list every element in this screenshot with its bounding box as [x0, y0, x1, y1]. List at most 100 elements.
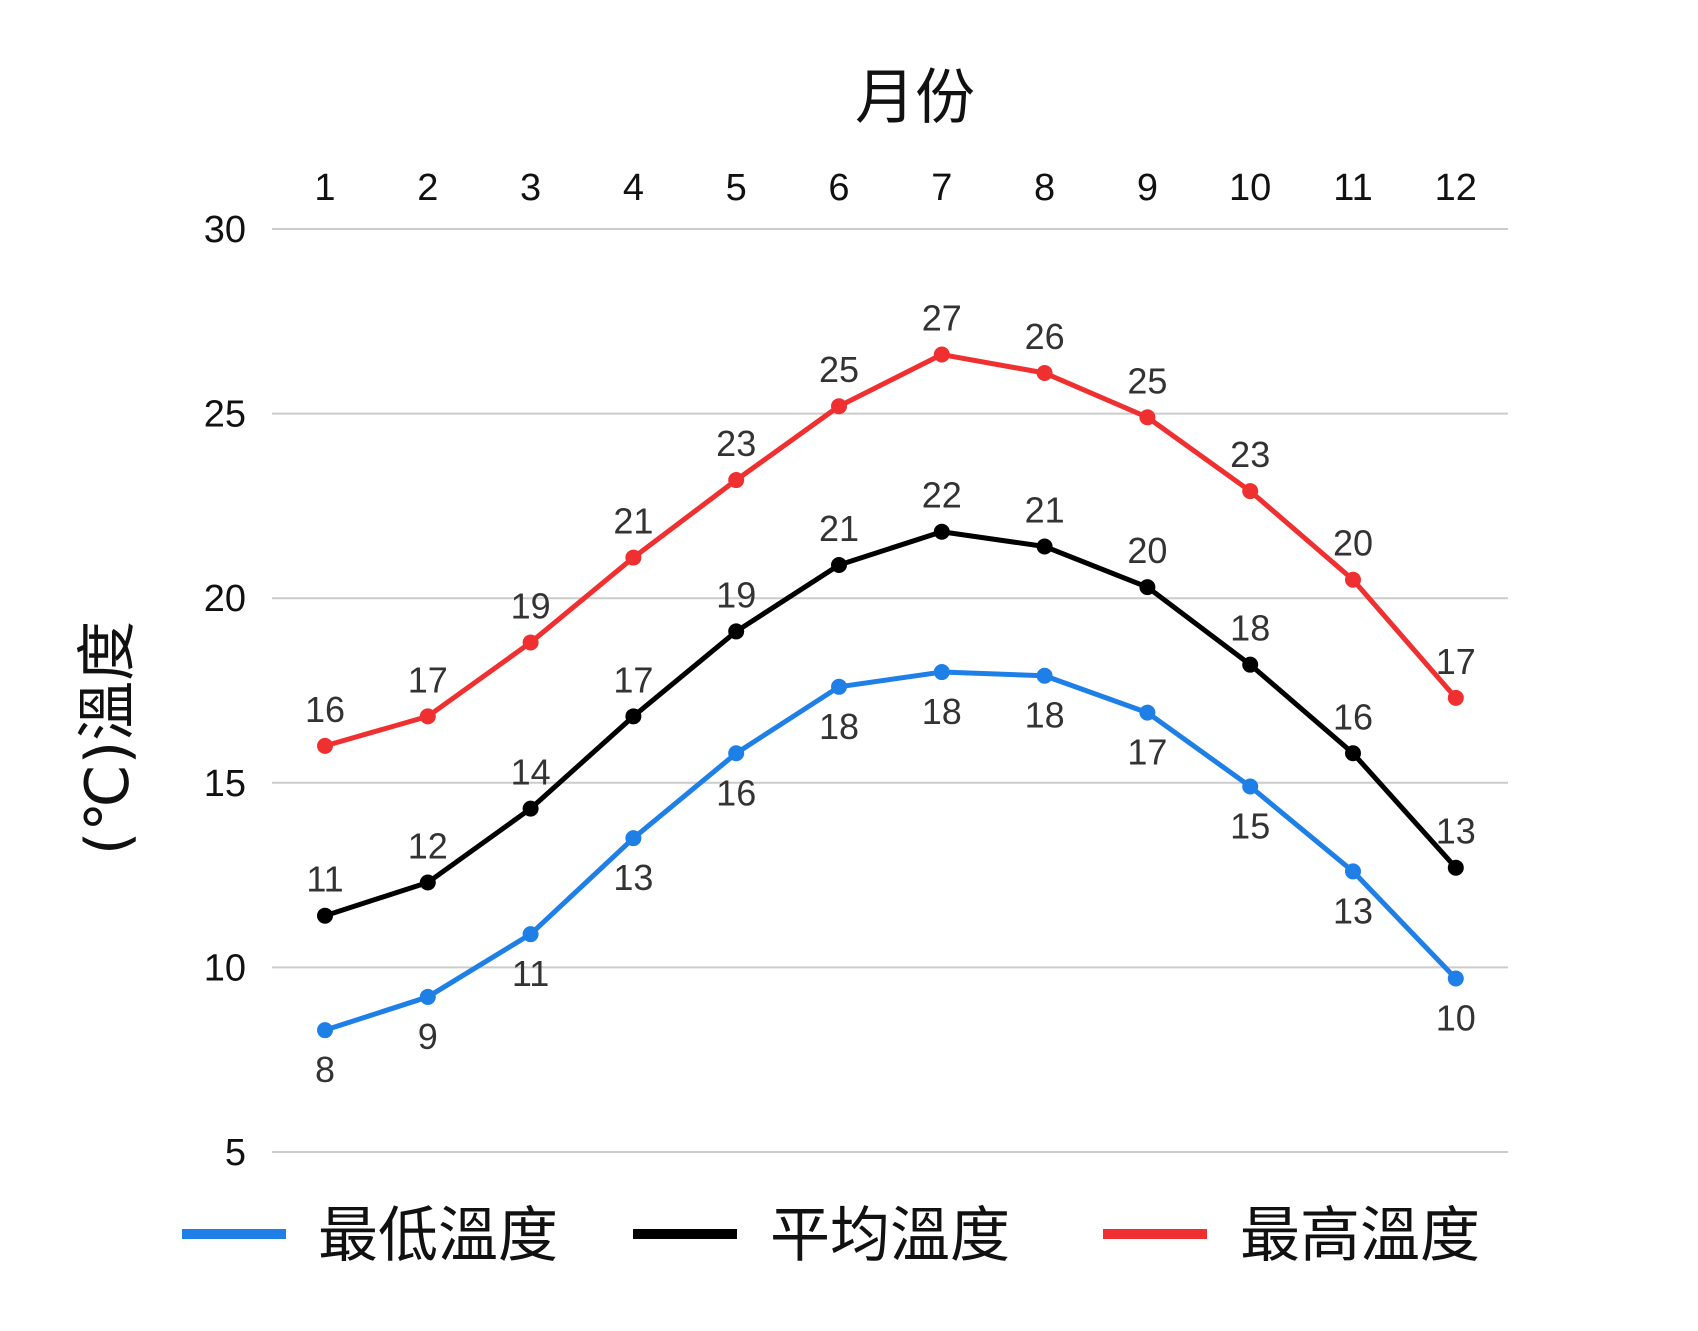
x-tick-label: 2 [417, 167, 438, 209]
x-tick-label: 11 [1333, 167, 1372, 209]
data-label: 26 [1025, 316, 1065, 357]
data-label: 10 [1436, 997, 1476, 1038]
data-label: 13 [1333, 890, 1373, 931]
series-group: 16 17 19 21 23 25 27 26 25 23 20 17 [305, 298, 1476, 754]
data-label: 21 [1025, 490, 1065, 531]
x-tick-label: 9 [1137, 167, 1158, 209]
data-label: 13 [1436, 811, 1476, 852]
data-label: 15 [1230, 805, 1270, 846]
data-point [1139, 704, 1156, 721]
x-tick-label: 1 [314, 167, 335, 209]
data-point [1447, 970, 1464, 987]
data-point [625, 830, 642, 847]
data-point [1139, 579, 1156, 596]
x-tick-label: 12 [1435, 167, 1477, 209]
data-point [1447, 859, 1464, 876]
y-tick-labels: 5 10 15 20 25 30 [204, 209, 246, 1174]
x-tick-label: 7 [931, 167, 952, 209]
data-point [522, 926, 539, 943]
x-axis-title: 月份 [855, 63, 975, 133]
data-label: 13 [613, 857, 653, 898]
data-label: 9 [418, 1016, 438, 1057]
data-label: 11 [512, 953, 549, 994]
data-point [831, 678, 847, 695]
data-point [419, 874, 436, 891]
data-point [625, 549, 642, 566]
x-tick-labels: 1 2 3 4 5 6 7 8 9 10 11 12 [314, 167, 1477, 209]
data-label: 23 [1230, 434, 1270, 475]
y-tick-label: 20 [204, 578, 246, 620]
data-label: 25 [1127, 360, 1167, 401]
x-tick-label: 3 [520, 167, 541, 209]
data-point [1242, 483, 1259, 500]
x-tick-label: 5 [726, 167, 747, 209]
data-label: 17 [1436, 641, 1476, 682]
data-label: 16 [305, 689, 345, 730]
data-label: 18 [819, 706, 859, 747]
data-label: 18 [1025, 695, 1065, 736]
legend-label: 平均溫度 [770, 1201, 1010, 1271]
series-group: 11 12 14 17 19 21 22 21 20 18 16 13 [306, 475, 1476, 924]
data-label: 17 [1127, 732, 1167, 773]
y-tick-label: 25 [204, 394, 246, 436]
legend-label: 最高溫度 [1240, 1201, 1480, 1271]
data-point [1242, 656, 1259, 673]
series-line [322, 352, 1459, 749]
legend-label: 最低溫度 [318, 1201, 558, 1271]
x-tick-label: 6 [828, 167, 849, 209]
data-label: 19 [511, 586, 551, 627]
data-point [522, 634, 539, 651]
data-label: 14 [511, 752, 551, 793]
data-point [1036, 538, 1053, 555]
data-point [933, 664, 950, 681]
data-point [317, 1022, 333, 1039]
data-point [1242, 778, 1259, 795]
data-label: 8 [315, 1049, 335, 1090]
data-label: 21 [613, 501, 653, 542]
data-label: 22 [922, 475, 962, 516]
data-point [625, 708, 642, 725]
data-point [419, 708, 436, 725]
series-line [322, 669, 1459, 1033]
data-label: 12 [408, 825, 448, 866]
data-label: 18 [922, 691, 962, 732]
data-point [419, 988, 436, 1005]
data-point [1345, 571, 1361, 588]
y-tick-label: 5 [225, 1132, 246, 1174]
data-point [1447, 689, 1464, 706]
data-label: 27 [922, 298, 962, 339]
data-point [933, 523, 950, 540]
data-label: 17 [408, 659, 448, 700]
data-point [1036, 667, 1053, 684]
data-point [728, 745, 745, 762]
data-label: 20 [1333, 523, 1373, 564]
data-point [1036, 364, 1053, 381]
data-label: 17 [613, 659, 653, 700]
data-point [317, 907, 333, 924]
data-label: 23 [716, 423, 756, 464]
y-gridlines [272, 228, 1508, 1153]
data-label: 11 [306, 859, 343, 900]
data-label: 20 [1127, 530, 1167, 571]
x-tick-label: 10 [1229, 167, 1271, 209]
x-tick-label: 8 [1034, 167, 1055, 209]
data-point [728, 472, 745, 489]
series-line [322, 529, 1459, 919]
y-tick-label: 30 [204, 209, 246, 251]
data-point [1345, 863, 1361, 880]
data-label: 19 [716, 574, 756, 615]
series-layer: 8 9 11 13 16 18 18 18 17 15 13 10 11 12 14 17 19 21 22 21 20… [305, 298, 1476, 1091]
data-label: 18 [1230, 608, 1270, 649]
data-point [317, 737, 333, 754]
data-point [933, 346, 950, 363]
data-point [1345, 745, 1361, 762]
data-label: 16 [716, 772, 756, 813]
data-point [728, 623, 745, 640]
data-point [522, 800, 539, 817]
series-group: 8 9 11 13 16 18 18 18 17 15 13 10 [315, 664, 1476, 1090]
data-label: 16 [1333, 696, 1373, 737]
y-tick-label: 15 [204, 763, 246, 805]
y-tick-label: 10 [204, 947, 246, 989]
data-point [1139, 409, 1156, 426]
